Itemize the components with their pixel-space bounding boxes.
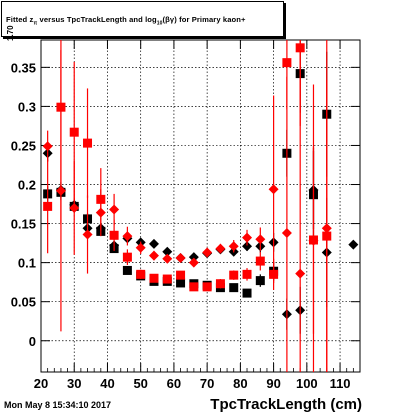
data-point-square <box>136 269 146 279</box>
y-tick-label: 0.2 <box>18 178 36 193</box>
data-point-square <box>282 58 292 68</box>
data-point-diamond <box>348 239 359 250</box>
x-tick-label: 110 <box>330 376 351 391</box>
data-point-square <box>229 283 239 293</box>
data-point-diamond <box>281 227 292 238</box>
x-tick-label: 40 <box>100 376 114 391</box>
timestamp-footer: Mon May 8 15:34:10 2017 <box>4 400 112 410</box>
data-point-diamond <box>242 232 253 243</box>
data-point-diamond <box>69 202 80 213</box>
data-point-diamond <box>109 204 120 215</box>
data-point-diamond <box>228 241 239 252</box>
x-axis-title: TpcTrackLength (cm) <box>210 396 362 413</box>
data-point-square <box>122 252 132 262</box>
data-point-diamond <box>162 246 173 257</box>
data-point-square <box>109 230 119 240</box>
data-point-diamond <box>175 252 186 263</box>
y-tick-label: 0.1 <box>18 256 36 271</box>
chart-title: Fitted zπ versus TpcTrackLength and log1… <box>6 15 246 27</box>
data-point-diamond <box>148 238 159 249</box>
data-point-diamond <box>242 241 253 252</box>
x-tick-label: 80 <box>233 376 247 391</box>
data-point-diamond <box>188 257 199 268</box>
data-point-square <box>83 138 93 148</box>
data-point-diamond <box>42 141 53 152</box>
y-tick-label: 0.35 <box>11 60 36 75</box>
x-tick-label: 100 <box>296 376 318 391</box>
x-tick-label: 90 <box>266 376 280 391</box>
x-tick-label: 30 <box>67 376 81 391</box>
data-point-diamond <box>308 235 319 246</box>
y-tick-label: 0.15 <box>11 217 36 232</box>
y-tick-label: 0 <box>29 334 36 349</box>
data-point-diamond <box>202 247 213 258</box>
data-point-square <box>176 278 186 288</box>
data-point-diamond <box>215 243 226 254</box>
x-tick-label: 50 <box>133 376 147 391</box>
data-point-square <box>122 265 132 275</box>
data-point-diamond <box>95 207 106 218</box>
data-point-square <box>189 282 199 292</box>
data-point-diamond <box>268 184 279 195</box>
data-point-square <box>242 269 252 279</box>
data-point-square <box>149 273 159 283</box>
y-tick-label: 0.3 <box>18 99 36 114</box>
data-point-diamond <box>162 253 173 264</box>
data-point-square <box>176 270 186 280</box>
data-point-diamond <box>188 252 199 263</box>
data-point-square <box>202 282 212 292</box>
plot-frame <box>40 39 361 373</box>
y-tick-label: 0.05 <box>11 295 36 310</box>
data-point-square <box>229 270 239 280</box>
data-point-diamond <box>122 231 133 242</box>
data-point-square <box>255 256 265 266</box>
data-point-diamond <box>255 234 266 245</box>
data-point-diamond <box>295 268 306 279</box>
data-point-square <box>242 288 252 298</box>
x-tick-label: 70 <box>200 376 214 391</box>
data-point-square <box>69 127 79 137</box>
data-point-square <box>215 279 225 289</box>
data-point-diamond <box>55 185 66 196</box>
data-point-diamond <box>148 250 159 261</box>
data-point-diamond <box>135 242 146 253</box>
x-tick-label: 20 <box>34 376 48 391</box>
x-tick-label: 60 <box>167 376 181 391</box>
chart-title-box: Fitted zπ versus TpcTrackLength and log1… <box>1 1 284 37</box>
data-point-square <box>162 274 172 284</box>
data-point-diamond <box>82 229 93 240</box>
data-point-square <box>43 201 53 211</box>
data-point-diamond <box>321 223 332 234</box>
y-tick-label: 0.25 <box>11 138 36 153</box>
top-axis-label: 1.70 <box>6 25 15 41</box>
data-point-square <box>255 276 265 286</box>
